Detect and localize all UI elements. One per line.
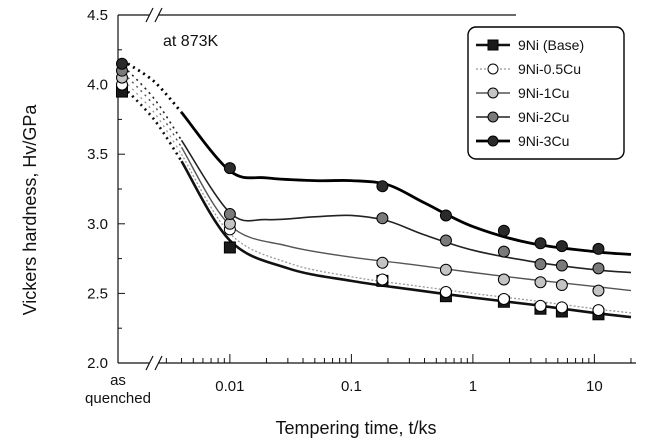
data-point [592, 262, 605, 275]
y-tick-label: 4.5 [87, 7, 108, 24]
data-point [534, 258, 547, 271]
y-tick-label: 3.5 [87, 146, 108, 163]
legend-label: 9Ni-2Cu [518, 109, 569, 125]
data-point [223, 208, 236, 221]
data-point [497, 224, 510, 237]
series-markers [116, 57, 605, 321]
data-point [534, 299, 547, 312]
data-point [497, 273, 510, 286]
x-tick-label: 0.01 [215, 378, 244, 395]
y-tick-label: 2.5 [87, 285, 108, 302]
data-point [439, 209, 452, 222]
data-point [439, 286, 452, 299]
axis-break-mark [154, 355, 163, 371]
y-tick-label: 2.0 [87, 355, 108, 372]
x-tick-label-as-quenched: quenched [85, 390, 151, 407]
series-extrapolation-0 [127, 90, 183, 162]
axis-break-mark [145, 7, 154, 23]
data-point [534, 237, 547, 250]
series-extrapolation-4 [127, 62, 183, 114]
x-axis-title: Tempering time, t/ks [275, 418, 436, 438]
data-point [555, 259, 568, 272]
legend-label: 9Ni-0.5Cu [518, 61, 581, 77]
series-extrapolation-1 [127, 84, 183, 155]
legend: 9Ni (Base) 9Ni-0.5Cu 9Ni-1Cu 9Ni-2Cu 9Ni-3Cu [467, 26, 625, 160]
data-point-as-quenched [116, 57, 128, 70]
axis-break-mark [145, 355, 154, 371]
series-line-3 [180, 139, 632, 274]
annotation-temperature: at 873K [163, 33, 218, 50]
legend-box [467, 26, 625, 160]
legend-label: 9Ni (Base) [518, 37, 584, 53]
data-point [592, 304, 605, 317]
legend-marker [487, 135, 499, 147]
data-point [376, 256, 389, 269]
data-point [439, 234, 452, 247]
data-point [555, 301, 568, 314]
legend-marker [487, 63, 499, 75]
data-point [555, 279, 568, 292]
x-tick-label: 0.1 [341, 378, 362, 395]
legend-marker [487, 39, 499, 51]
data-point [497, 245, 510, 258]
y-axis-title: Vickers hardness, Hv/GPa [20, 104, 40, 316]
legend-marker [487, 87, 499, 99]
legend-marker [487, 111, 499, 123]
data-point [534, 276, 547, 289]
data-point [592, 242, 605, 255]
data-point [376, 273, 389, 286]
x-tick-label-as-quenched: as [110, 372, 126, 389]
data-point [555, 240, 568, 253]
data-point [223, 162, 236, 175]
x-tick-label: 1 [469, 378, 477, 395]
data-point [439, 263, 452, 276]
series-line-2 [180, 146, 632, 292]
data-point [376, 180, 389, 193]
data-point [376, 212, 389, 225]
legend-label: 9Ni-1Cu [518, 85, 569, 101]
y-tick-label: 4.0 [87, 77, 108, 94]
data-point [592, 284, 605, 297]
legend-label: 9Ni-3Cu [518, 133, 569, 149]
y-tick-label: 3.0 [87, 216, 108, 233]
axis-break-mark [154, 7, 163, 23]
series-line-0 [180, 160, 632, 319]
x-tick-label: 10 [586, 378, 603, 395]
series-extrapolation-2 [127, 77, 183, 148]
data-point [497, 292, 510, 305]
data-point [223, 241, 236, 254]
